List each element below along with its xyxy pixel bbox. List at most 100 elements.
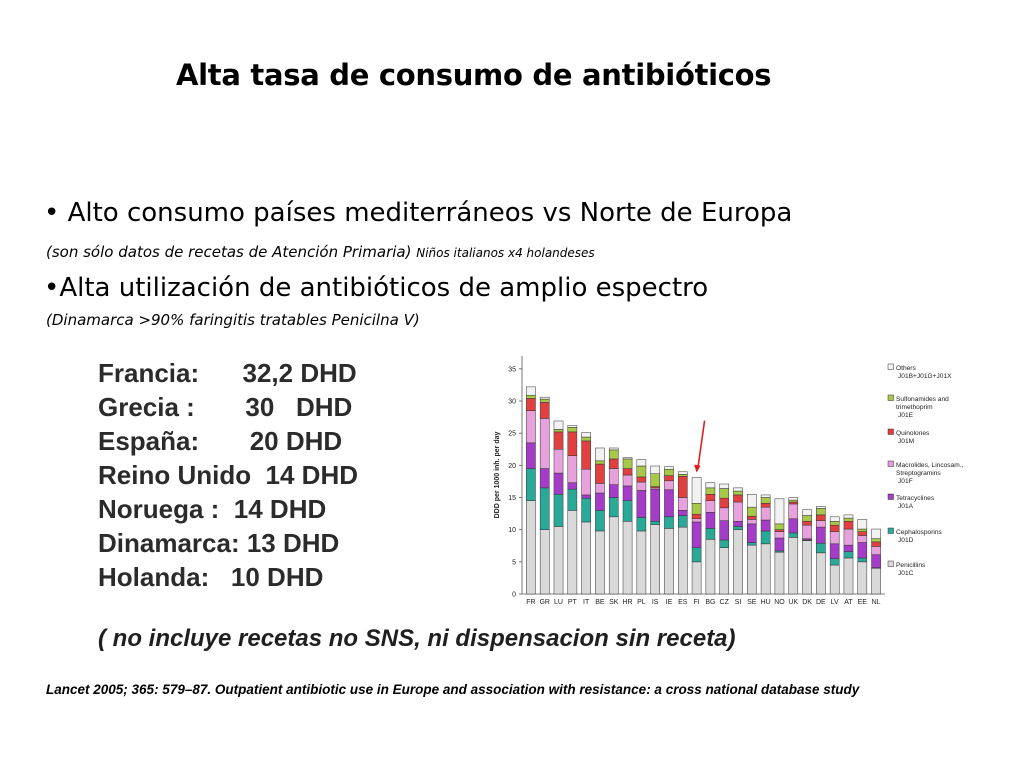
bar-segment [595, 447, 605, 462]
bar-segment [871, 568, 881, 595]
dhd-row-noruega: Noruega : 14 DHD [98, 494, 327, 524]
bar-segment [747, 494, 757, 508]
bar-segment [622, 458, 633, 469]
bar-segment [843, 517, 854, 522]
bar-segment [567, 425, 578, 428]
bar-segment [622, 521, 633, 595]
bar-segment [691, 518, 702, 523]
bar-segment [733, 529, 743, 595]
bar-segment [567, 510, 578, 595]
y-tick-label: 0 [512, 592, 516, 599]
bar-segment [567, 482, 578, 490]
bar-segment [636, 465, 647, 478]
x-tick-label: IT [583, 599, 590, 606]
note-children-comparison: Niños italianos x4 holandeses [416, 246, 595, 260]
legend-label: J01A [898, 503, 914, 510]
bar-segment [733, 526, 743, 530]
bar-segment [760, 503, 771, 508]
bar-segment [733, 521, 743, 527]
bar-segment [705, 494, 716, 501]
bar-segment [608, 468, 619, 485]
legend-label: Cephalosporins [896, 529, 943, 536]
x-tick-label: ES [678, 599, 688, 606]
bar-segment [664, 468, 674, 476]
bar-segment [843, 557, 854, 595]
bar-segment [816, 514, 826, 521]
bar-segment [581, 497, 591, 523]
dhd-row-holanda: Holanda: 10 DHD [98, 562, 324, 592]
bar-segment [567, 431, 578, 456]
bullet-mediterranean-consumption: • Alto consumo países mediterráneos vs N… [44, 198, 793, 228]
bar-segment [871, 554, 881, 568]
bar-segment [691, 561, 702, 595]
bar-segment [664, 528, 674, 595]
y-tick-label: 5 [512, 559, 516, 566]
bar-segment [857, 535, 868, 543]
bar-segment [705, 539, 716, 595]
bar-segment [636, 517, 647, 532]
bar-segment [622, 457, 633, 460]
bar-segment [802, 521, 812, 526]
bar-segment [691, 477, 702, 504]
bar-segment [664, 480, 674, 491]
x-tick-label: AT [844, 599, 853, 606]
bar-segment [829, 521, 840, 526]
bar-segment [843, 528, 854, 546]
bar-segment [843, 551, 854, 559]
bar-segment [622, 500, 633, 522]
bar-segment [608, 484, 619, 498]
bar-segment [595, 492, 605, 511]
bar-segment [526, 500, 536, 595]
bar-segment [539, 398, 550, 403]
bar-segment [650, 524, 660, 595]
bar-segment [747, 506, 757, 517]
dhd-row-reino-unido: Reino Unido 14 DHD [98, 460, 359, 490]
y-tick-label: 10 [508, 527, 516, 534]
bar-segment [843, 544, 854, 552]
legend-label: Tetracyclines [896, 495, 935, 502]
x-tick-label: NO [774, 599, 785, 606]
bar-segment [816, 508, 826, 516]
bar-segment [760, 506, 771, 521]
bar-segment [539, 418, 550, 469]
bar-segment [526, 386, 536, 396]
x-tick-label: LV [831, 599, 839, 606]
bar-segment [553, 420, 564, 430]
dhd-row-grecia: Grecia : 30 DHD [98, 392, 353, 422]
bar-segment [650, 473, 660, 487]
bar-segment [636, 481, 647, 491]
bar-segment [719, 547, 730, 595]
bar-segment [719, 497, 730, 509]
bar-segment [788, 497, 799, 501]
x-tick-label: DK [802, 599, 812, 606]
x-tick-label: EE [858, 599, 868, 606]
bar-segment [608, 449, 619, 460]
bar-segment [760, 519, 771, 532]
bar-segment [526, 410, 536, 444]
bar-segment [553, 526, 564, 595]
bar-segment [608, 458, 619, 469]
bar-segment [802, 540, 812, 595]
antibiotic-use-chart: 0 5 10 15 20 25 30 35 DDD per 1000 inh. per day F… [480, 348, 964, 613]
bar-segment [802, 509, 812, 516]
bar-segment [608, 447, 619, 451]
bar-segment [526, 442, 536, 469]
y-tick-label: 25 [508, 431, 516, 438]
bar-segment [857, 542, 868, 559]
x-tick-label: CZ [720, 599, 730, 606]
legend-swatch [887, 527, 894, 534]
legend-label: Penicillins [896, 562, 926, 569]
legend-swatch [887, 493, 894, 500]
bar-segment [677, 526, 688, 595]
bar-segment [829, 558, 840, 566]
bar-segment [774, 531, 785, 539]
bar-segment [581, 494, 591, 499]
bar-segment [539, 468, 550, 489]
bar-segment [857, 561, 868, 595]
bar-segment [705, 512, 716, 529]
y-tick-label: 20 [508, 463, 516, 470]
bar-segment [816, 542, 826, 554]
legend-swatch [887, 363, 894, 370]
bar-segment [705, 482, 716, 489]
bar-segment [733, 494, 743, 503]
